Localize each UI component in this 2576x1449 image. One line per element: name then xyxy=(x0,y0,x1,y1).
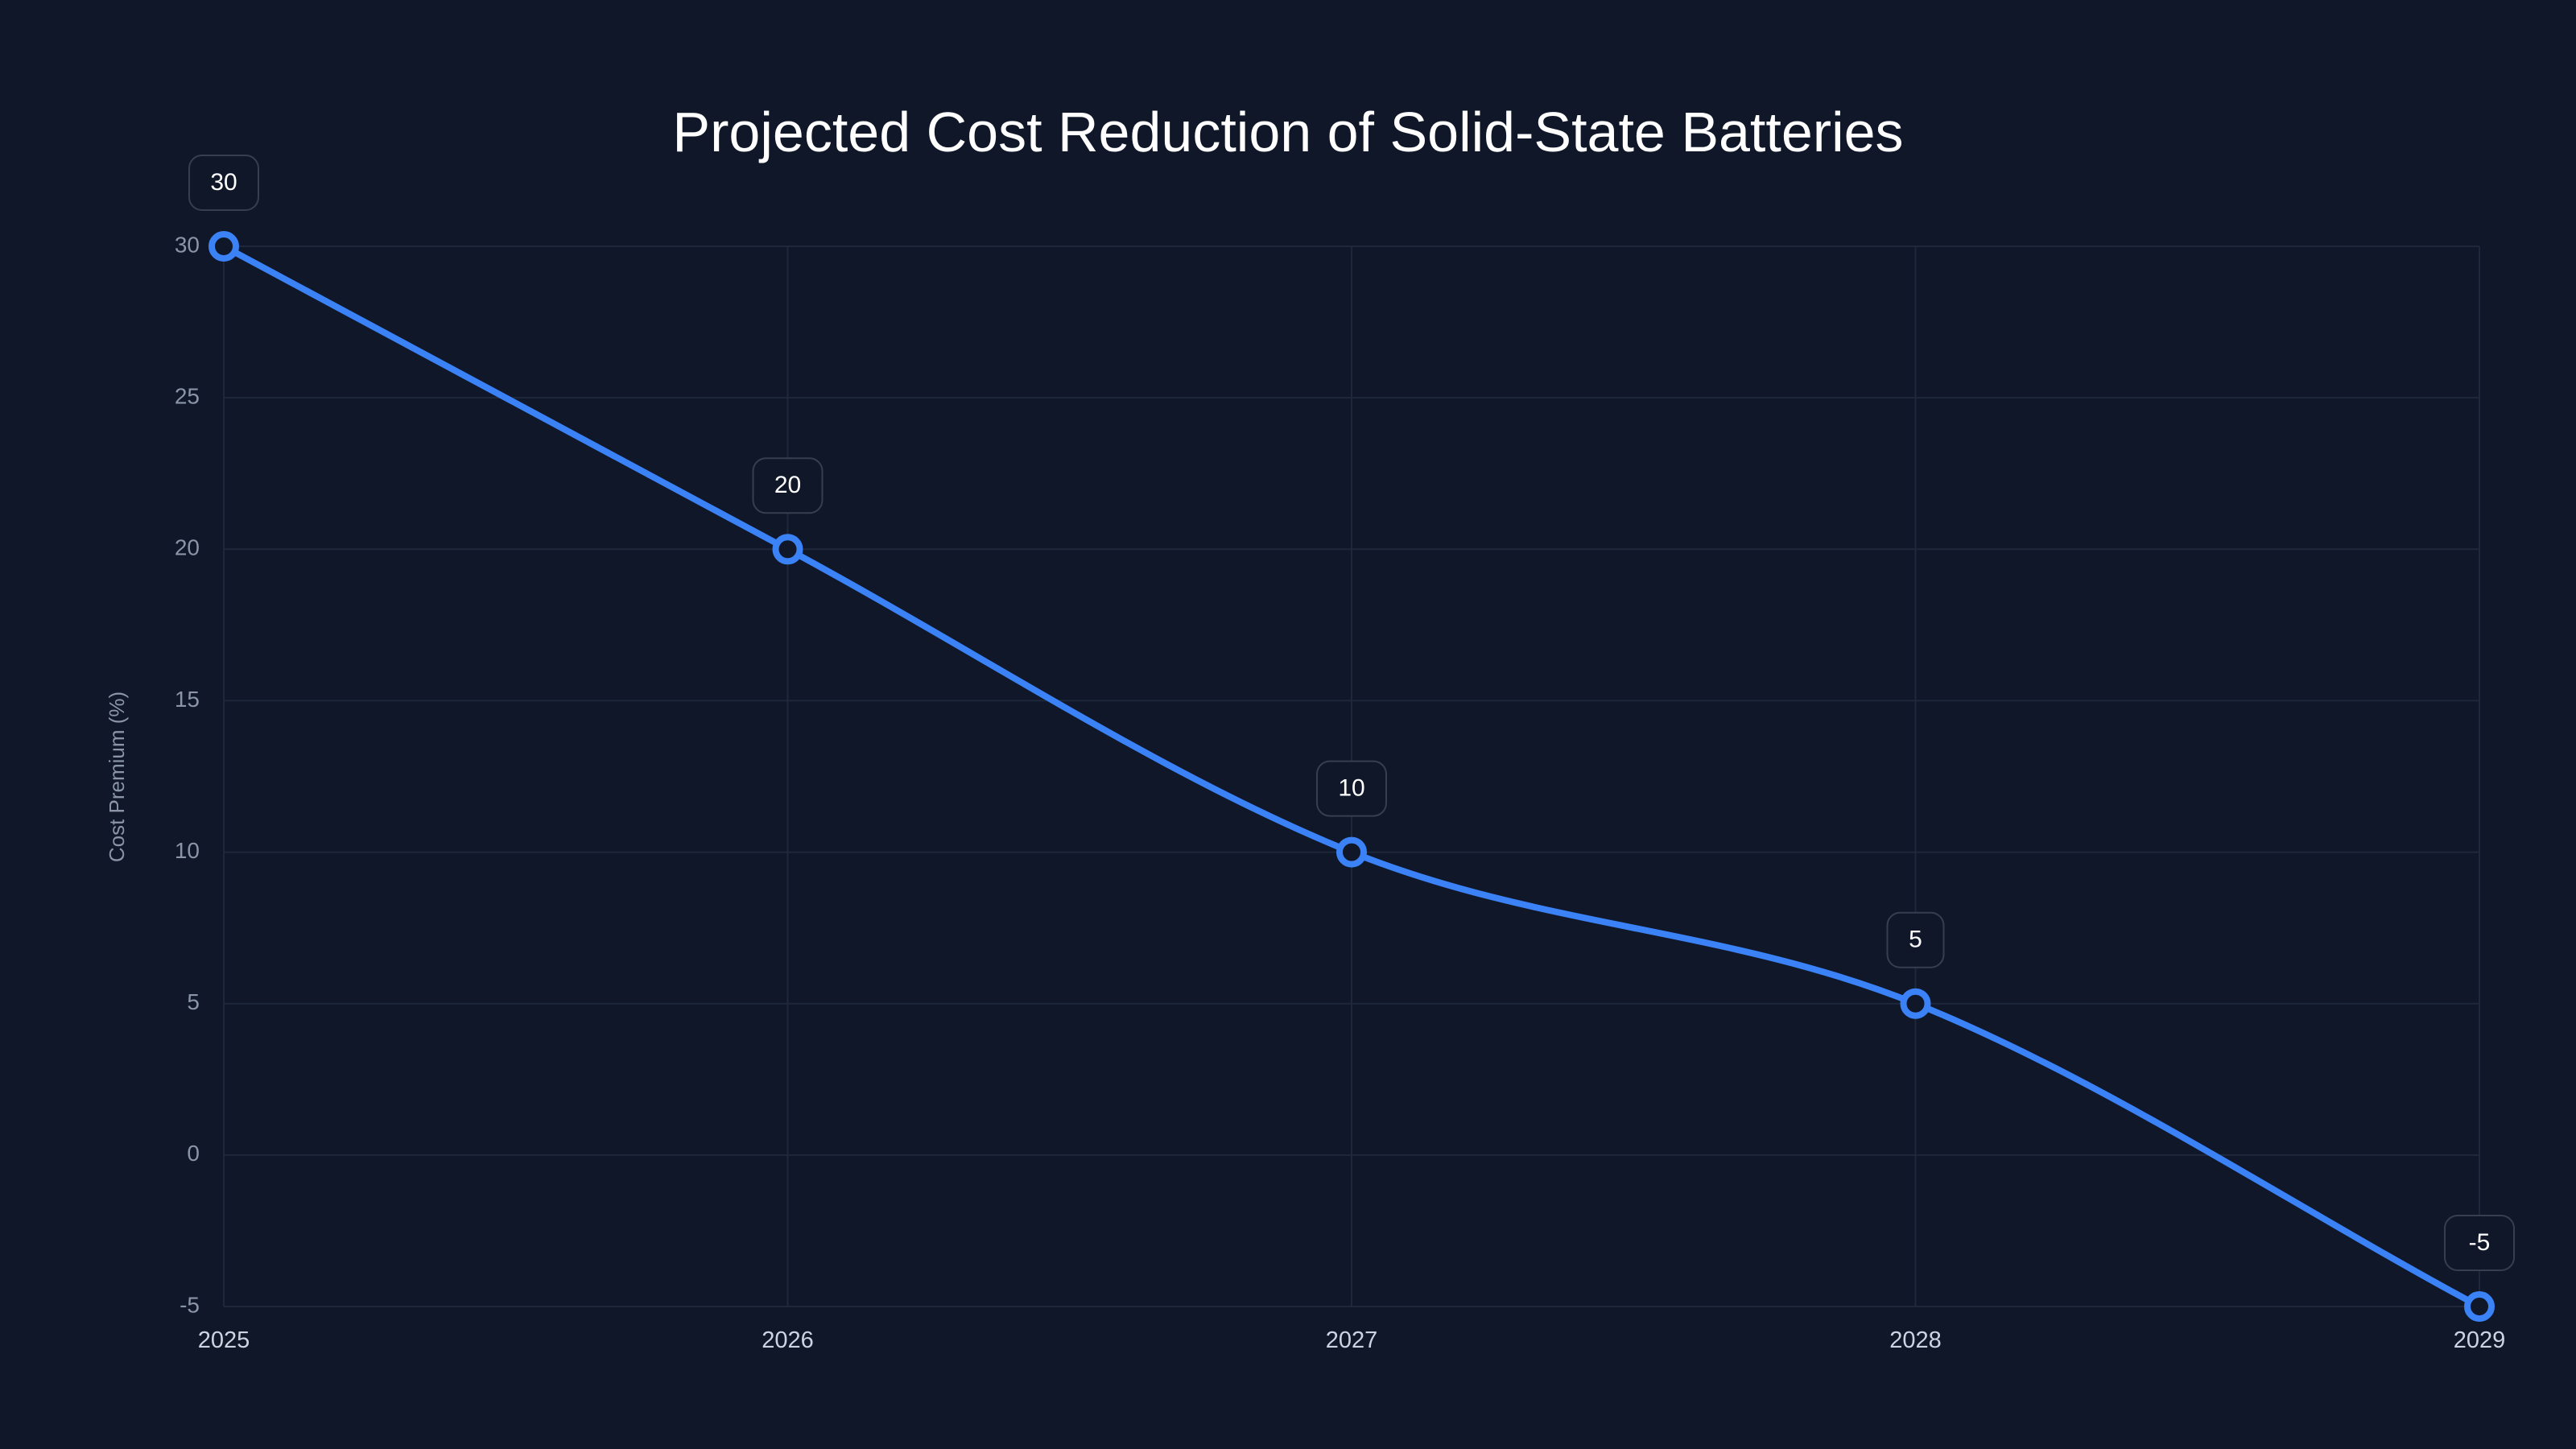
data-label: 30 xyxy=(210,169,237,196)
data-label: 20 xyxy=(774,472,801,498)
data-label-box xyxy=(752,457,824,514)
data-point xyxy=(1900,988,1931,1019)
y-tick-label: 30 xyxy=(175,232,200,257)
x-tick-label: 2025 xyxy=(198,1327,250,1353)
x-tick-label: 2026 xyxy=(762,1327,814,1353)
x-tick-label: 2027 xyxy=(1326,1327,1378,1353)
y-tick-label: 5 xyxy=(187,989,200,1014)
data-label-box xyxy=(1886,911,1945,968)
y-tick-label: 10 xyxy=(175,838,200,863)
data-label: 10 xyxy=(1338,774,1364,801)
x-tick-label: 2028 xyxy=(1889,1327,1942,1353)
data-point xyxy=(2464,1291,2495,1322)
data-point xyxy=(772,534,803,565)
y-tick-label: 0 xyxy=(187,1141,200,1166)
data-label-box xyxy=(1316,760,1387,817)
data-label-box xyxy=(188,155,259,211)
y-axis-label: Cost Premium (%) xyxy=(105,691,129,862)
y-tick-label: 20 xyxy=(175,535,200,560)
x-tick-label: 2029 xyxy=(2454,1327,2506,1353)
y-tick-label: -5 xyxy=(180,1292,200,1317)
data-label: -5 xyxy=(2469,1229,2491,1256)
y-tick-label: 25 xyxy=(175,384,200,409)
y-tick-label: 15 xyxy=(175,687,200,712)
data-point xyxy=(1336,836,1367,868)
data-label: 5 xyxy=(1909,927,1922,953)
data-label-box xyxy=(2444,1215,2515,1271)
data-point xyxy=(208,231,239,262)
chart-title: Projected Cost Reduction of Solid-State … xyxy=(672,101,1903,163)
